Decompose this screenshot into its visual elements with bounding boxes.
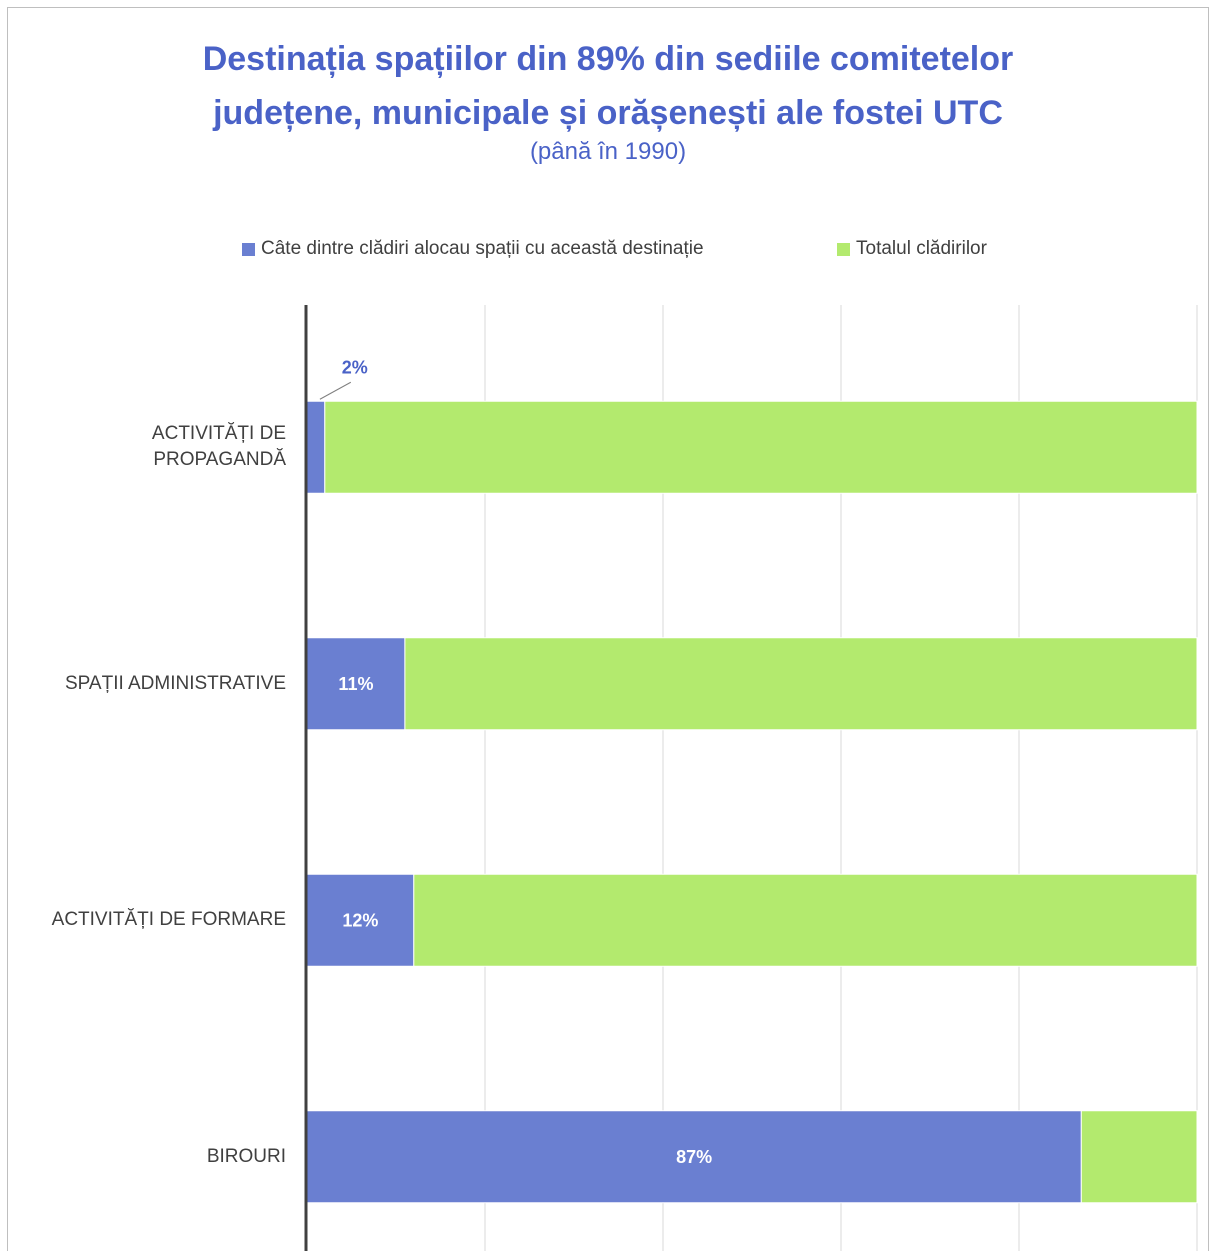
legend-item-series-2: Totalul clădirilor (837, 238, 987, 260)
bar-2-cat-1 (324, 400, 1198, 494)
category-label-1: ACTIVITĂȚI DE PROPAGANDĂ (152, 421, 286, 473)
category-label-2-line-1: SPAȚII ADMINISTRATIVE (65, 672, 286, 694)
category-label-4-line-1: BIROURI (206, 1145, 286, 1167)
data-label-cat-4: 87% (676, 1147, 712, 1167)
chart-legend: Câte dintre clădiri alocau spații cu ace… (0, 238, 1216, 266)
chart-title: Destinația spațiilor din 89% din sediile… (0, 32, 1216, 140)
data-label-cat-3: 12% (342, 910, 378, 930)
chart-title-line-1: Destinația spațiilor din 89% din sediile… (202, 40, 1014, 78)
legend-label-series-2: Totalul clădirilor (856, 238, 987, 259)
bar-1-cat-4 (306, 1110, 1082, 1204)
chart-frame (7, 7, 1209, 1251)
data-label-cat-1: 2% (342, 357, 368, 377)
legend-item-series-1: Câte dintre clădiri alocau spații cu ace… (242, 238, 704, 260)
bar-2-cat-3 (413, 873, 1198, 967)
bar-1-cat-3 (306, 873, 415, 967)
category-label-1-line-2: PROPAGANDĂ (153, 449, 286, 471)
bar-1-cat-1 (306, 400, 326, 494)
bar-2-cat-4 (1080, 1110, 1198, 1204)
category-label-4: BIROURI (207, 1144, 286, 1170)
bar-2-cat-2 (404, 637, 1198, 731)
category-label-3-line-1: ACTIVITĂȚI DE FORMARE (51, 909, 286, 931)
data-label-leader-cat-1 (319, 381, 352, 400)
category-label-1-line-1: ACTIVITĂȚI DE (151, 423, 286, 445)
legend-swatch-series-2 (837, 242, 850, 256)
chart-subtitle: (până în 1990) (529, 138, 687, 165)
legend-swatch-series-1 (242, 242, 255, 256)
category-label-3: ACTIVITĂȚI DE FORMARE (52, 907, 286, 933)
legend-label-series-1: Câte dintre clădiri alocau spații cu ace… (261, 238, 704, 259)
data-label-cat-2: 11% (338, 674, 373, 694)
chart-title-line-2: județene, municipale și orășenești ale f… (213, 94, 1003, 132)
category-label-2: SPAȚII ADMINISTRATIVE (65, 671, 286, 697)
bar-1-cat-2 (306, 637, 406, 731)
